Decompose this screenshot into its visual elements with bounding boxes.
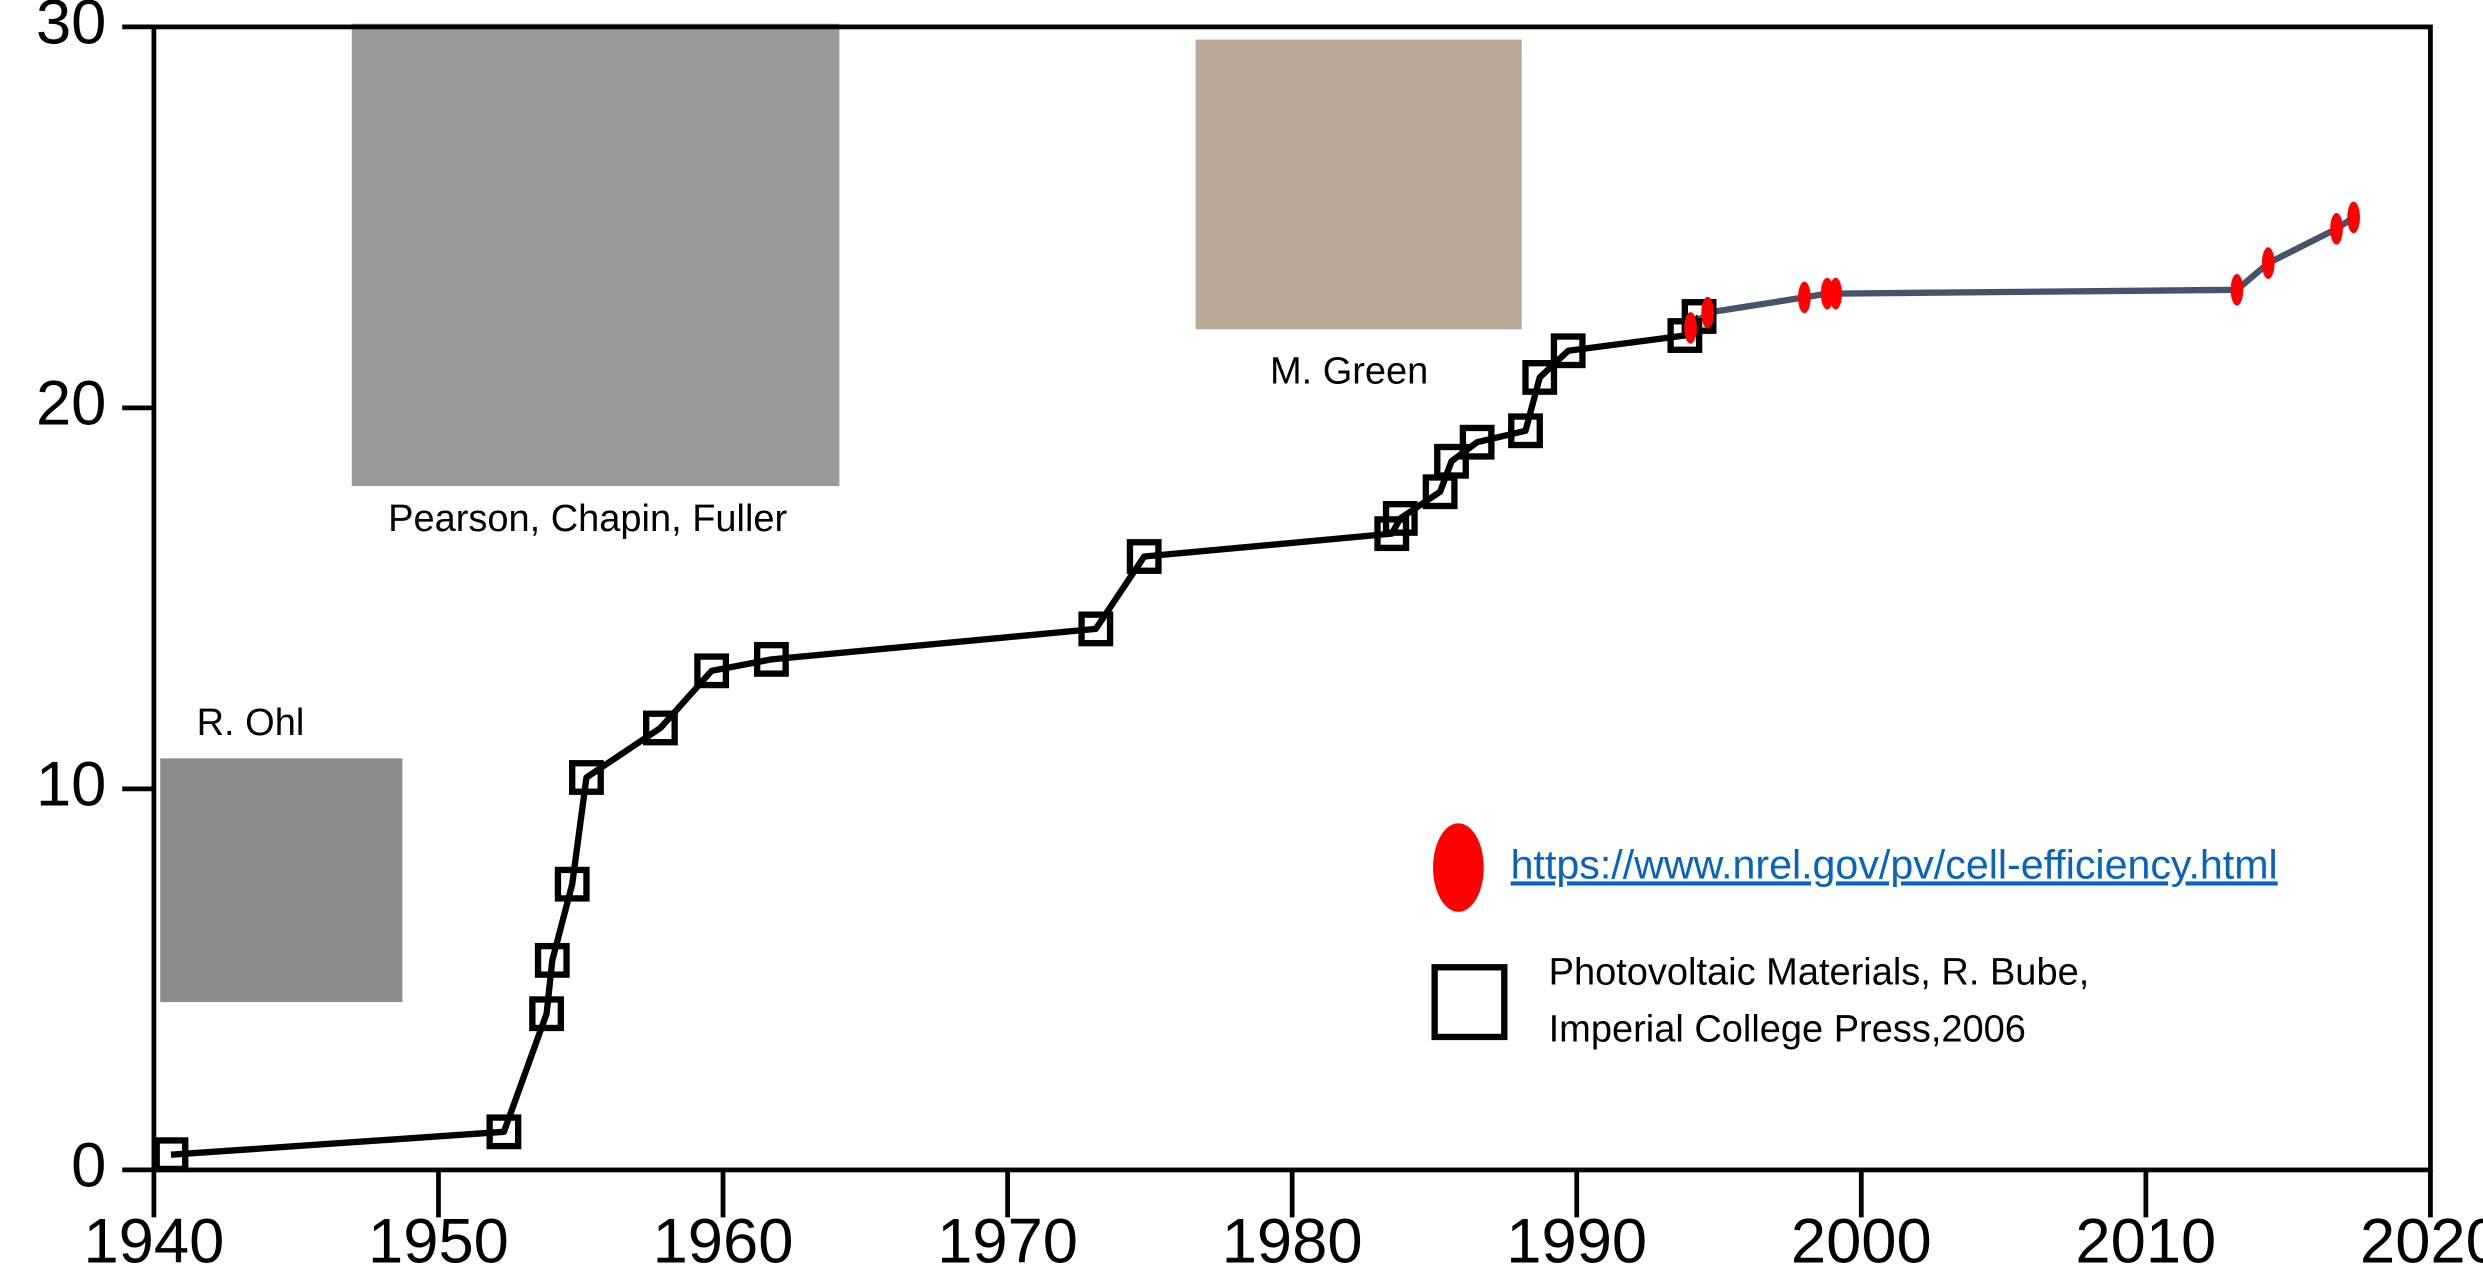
marker	[2347, 202, 2360, 234]
legend-label: Photovoltaic Materials, R. Bube, Imperia…	[1549, 945, 2182, 1059]
y-tick-label: 20	[36, 369, 106, 439]
marker	[2330, 213, 2343, 245]
photo	[352, 24, 840, 486]
y-tick-label: 0	[71, 1131, 106, 1201]
marker	[1829, 278, 1842, 310]
legend-marker	[1435, 967, 1505, 1037]
y-tick-label: 10	[36, 750, 106, 820]
caption: Pearson, Chapin, Fuller	[388, 498, 787, 540]
legend-label-box: Photovoltaic Materials, R. Bube, Imperia…	[1549, 945, 2214, 1072]
caption: R. Ohl	[197, 702, 305, 744]
marker	[2262, 247, 2275, 279]
chart: Pearson, Chapin, Fuller M. Green R. Ohl …	[0, 0, 2483, 1276]
caption: M. Green	[1270, 351, 1428, 393]
marker	[1684, 312, 1697, 344]
marker	[1701, 297, 1714, 329]
x-tick-label: 1950	[368, 1207, 509, 1276]
legend-marker	[1433, 823, 1484, 912]
x-tick-label: 1970	[937, 1207, 1078, 1276]
photo	[160, 758, 402, 1002]
x-tick-label: 1940	[83, 1207, 224, 1276]
page: Pearson, Chapin, Fuller M. Green R. Ohl …	[0, 0, 2483, 1276]
y-tick-label: 30	[36, 0, 106, 58]
x-tick-label: 2000	[1791, 1207, 1932, 1276]
marker	[1798, 282, 1811, 314]
x-tick-label: 1980	[1222, 1207, 1363, 1276]
series-line	[1691, 217, 2354, 327]
photo	[1196, 40, 1522, 330]
legend-link: https://www.nrel.gov/pv/cell-efficiency.…	[1511, 841, 2278, 887]
marker	[2231, 274, 2244, 306]
x-tick-label: 1960	[653, 1207, 794, 1276]
x-tick-label: 1990	[1506, 1207, 1647, 1276]
x-tick-label: 2010	[2075, 1207, 2216, 1276]
